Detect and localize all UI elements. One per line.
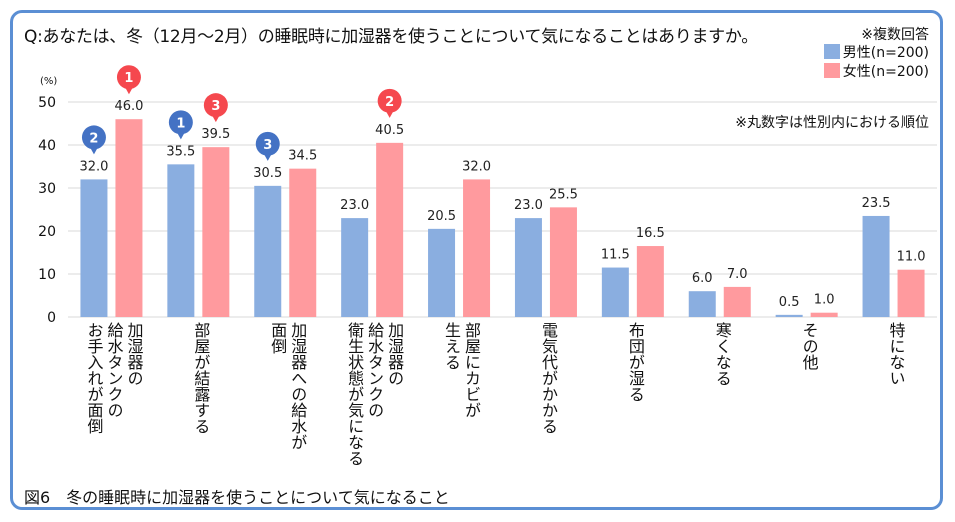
- bar-female: [376, 142, 404, 317]
- category-label: 電気代がかかる: [538, 322, 558, 434]
- bar-female: [202, 147, 230, 317]
- rank-badge-female: [116, 65, 141, 90]
- y-tick-label: 40: [38, 138, 56, 154]
- y-tick-label: 0: [47, 310, 56, 326]
- data-label-female: 11.0: [897, 250, 926, 265]
- category-label: 寒くなる: [712, 322, 732, 386]
- rank-badge-male: [81, 125, 106, 150]
- bar-female: [723, 286, 751, 317]
- data-label-female: 16.5: [636, 226, 665, 241]
- data-label-male: 32.0: [79, 159, 108, 174]
- data-label-male: 30.5: [253, 166, 282, 181]
- rank-badge-male: [255, 131, 280, 156]
- bar-male: [514, 218, 542, 317]
- legend-swatch-male: [823, 44, 840, 59]
- bar-female: [897, 269, 925, 317]
- rank-badge-number: 3: [211, 99, 220, 114]
- bar-male: [775, 314, 803, 317]
- legend-swatch-female: [823, 63, 840, 78]
- bar-male: [688, 291, 716, 317]
- data-label-female: 46.0: [114, 99, 143, 114]
- bar-female: [115, 119, 143, 317]
- figure-caption: 図6 冬の睡眠時に加湿器を使うことについて気になること: [24, 488, 450, 507]
- rank-badge-number: 2: [89, 131, 98, 146]
- category-label: 部屋にカビが 生える: [442, 322, 482, 418]
- rank-badge-female: [203, 93, 228, 118]
- bar-female: [289, 168, 317, 317]
- legend: 男性(n=200) 女性(n=200): [823, 42, 929, 80]
- data-label-female: 25.5: [549, 187, 578, 202]
- data-label-male: 20.5: [427, 209, 456, 224]
- category-label: その他: [799, 322, 819, 370]
- legend-label-female: 女性(n=200): [842, 63, 929, 80]
- data-label-male: 6.0: [692, 271, 713, 286]
- y-tick-label: 30: [38, 181, 56, 197]
- rank-badge-number: 1: [124, 71, 133, 86]
- data-label-female: 39.5: [201, 127, 230, 142]
- bar-male: [254, 185, 282, 317]
- data-label-female: 34.5: [288, 149, 317, 164]
- rank-badge-number: 2: [385, 95, 394, 110]
- y-tick-label: 50: [38, 95, 56, 111]
- rank-badge-male: [168, 110, 193, 135]
- legend-item-male: 男性(n=200): [823, 42, 929, 61]
- data-label-male: 23.0: [340, 198, 369, 213]
- legend-item-female: 女性(n=200): [823, 61, 929, 80]
- rank-badge-female: [377, 88, 402, 113]
- category-label: 布団が湿る: [625, 322, 645, 402]
- y-tick-label: 20: [38, 224, 56, 240]
- legend-label-male: 男性(n=200): [842, 44, 929, 61]
- category-label: 加湿器への給水が 面倒: [268, 322, 308, 450]
- bar-male: [428, 228, 456, 317]
- data-label-female: 40.5: [375, 123, 404, 138]
- rank-badge-number: 1: [176, 116, 185, 131]
- data-label-female: 32.0: [462, 159, 491, 174]
- category-label: 特にない: [886, 322, 906, 386]
- rank-badge-number: 3: [263, 138, 272, 153]
- multiple-answer-note: ※複数回答: [861, 27, 929, 43]
- bar-female: [810, 312, 838, 317]
- y-axis-unit-label: (%): [40, 76, 57, 87]
- category-label: 加湿器の 給水タンクの 衛生状態が気になる: [345, 322, 405, 466]
- data-label-male: 23.0: [514, 198, 543, 213]
- data-label-female: 1.0: [814, 293, 835, 308]
- data-label-male: 0.5: [779, 295, 800, 310]
- data-label-male: 23.5: [862, 196, 891, 211]
- bar-male: [341, 218, 369, 317]
- rank-note: ※丸数字は性別内における順位: [735, 115, 929, 131]
- bar-male: [862, 215, 890, 317]
- bar-female: [636, 246, 664, 317]
- category-label: 加湿器の 給水タンクの お手入れが面倒: [84, 322, 144, 434]
- bar-female: [549, 207, 577, 317]
- question-title: Q:あなたは、冬（12月～2月）の睡眠時に加湿器を使うことについて気になることは…: [24, 27, 758, 47]
- y-tick-label: 10: [38, 267, 56, 283]
- bar-male: [601, 267, 629, 317]
- category-label: 部屋が結露する: [191, 322, 211, 434]
- bar-female: [463, 179, 491, 317]
- bar-male: [167, 164, 195, 317]
- data-label-male: 11.5: [601, 248, 630, 263]
- data-label-female: 7.0: [727, 267, 748, 282]
- bar-male: [80, 179, 108, 317]
- data-label-male: 35.5: [166, 144, 195, 159]
